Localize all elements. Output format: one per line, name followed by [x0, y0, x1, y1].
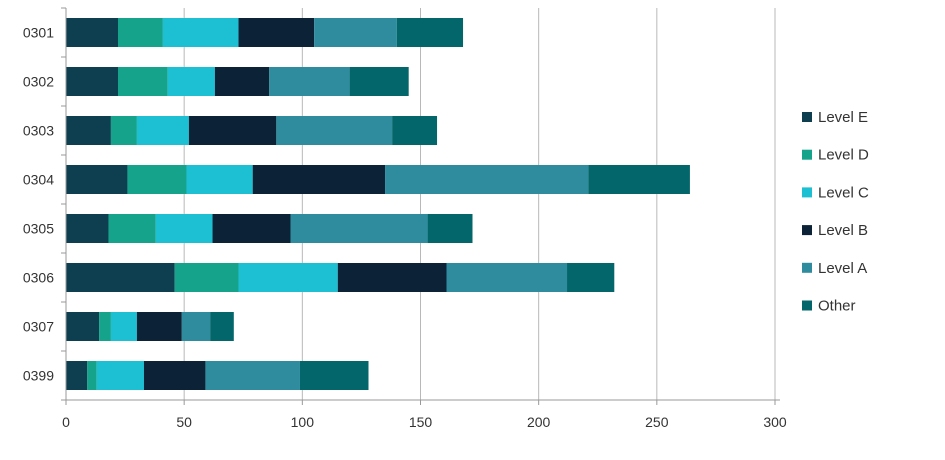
- x-tick-label: 300: [763, 414, 787, 430]
- y-tick-label: 0301: [23, 25, 54, 41]
- x-tick-label: 200: [527, 414, 551, 430]
- y-tick-label: 0399: [23, 368, 54, 384]
- bar-segment: [188, 116, 277, 145]
- bar-segment: [66, 312, 100, 341]
- bar-segment: [314, 18, 397, 47]
- bar-segment: [66, 214, 109, 243]
- bar-segment: [446, 263, 568, 292]
- bar-segment: [252, 165, 386, 194]
- y-axis-ticks: 0301 0302 0303 0304 0305 0306 0307 0399: [23, 7, 66, 401]
- bar-segment: [117, 67, 168, 96]
- bar-segment: [238, 263, 338, 292]
- legend-swatch: [802, 262, 812, 273]
- y-tick-label: 0302: [23, 74, 54, 90]
- legend-label: Level B: [818, 222, 868, 239]
- bar-segment: [276, 116, 393, 145]
- bar-segment: [87, 361, 97, 390]
- bar-segment: [66, 361, 88, 390]
- bar-segment: [205, 361, 300, 390]
- bar-segment: [117, 18, 163, 47]
- bar-segment: [210, 312, 234, 341]
- bar-segment: [66, 116, 111, 145]
- legend-swatch: [802, 225, 812, 236]
- legend-swatch: [802, 149, 812, 160]
- y-tick-label: 0304: [23, 172, 54, 188]
- bar-segment: [167, 67, 215, 96]
- bar-segment: [127, 165, 187, 194]
- gridlines: [183, 8, 776, 400]
- bar-segment: [392, 116, 438, 145]
- bar-segment: [110, 312, 137, 341]
- legend-label: Level D: [818, 147, 869, 164]
- legend-label: Level C: [818, 184, 869, 201]
- bar-segment: [238, 18, 315, 47]
- bar-segment: [567, 263, 615, 292]
- x-tick-label: 100: [291, 414, 315, 430]
- bar-segment: [66, 18, 118, 47]
- axes: [65, 8, 780, 401]
- legend-label: Other: [818, 298, 856, 315]
- bar-segment: [349, 67, 409, 96]
- y-tick-label: 0303: [23, 123, 54, 139]
- y-tick-label: 0305: [23, 221, 54, 237]
- bar-segment: [110, 116, 137, 145]
- bar-segment: [385, 165, 589, 194]
- bar-segment: [136, 116, 189, 145]
- bar-segment: [136, 312, 182, 341]
- x-axis-ticks: 0 50 100 150 200 250 300: [62, 400, 787, 430]
- bar-segment: [66, 67, 118, 96]
- bars: [66, 18, 690, 390]
- bar-segment: [290, 214, 428, 243]
- legend-label: Level A: [818, 260, 867, 277]
- bar-segment: [162, 18, 239, 47]
- legend-swatch: [802, 300, 812, 311]
- y-tick-label: 0307: [23, 319, 54, 335]
- x-tick-label: 150: [409, 414, 433, 430]
- bar-segment: [186, 165, 253, 194]
- y-tick-label: 0306: [23, 270, 54, 286]
- bar-segment: [214, 67, 270, 96]
- bar-segment: [174, 263, 239, 292]
- bar-segment: [99, 312, 111, 341]
- bar-segment: [66, 165, 128, 194]
- legend-label: Level E: [818, 109, 868, 126]
- x-tick-label: 0: [62, 414, 70, 430]
- bar-segment: [396, 18, 464, 47]
- bar-segment: [427, 214, 473, 243]
- x-tick-label: 50: [176, 414, 192, 430]
- bar-segment: [299, 361, 369, 390]
- legend: Level E Level D Level C Level B Level A Other: [802, 109, 869, 315]
- legend-swatch: [802, 112, 812, 122]
- x-tick-label: 250: [645, 414, 669, 430]
- bar-segment: [96, 361, 144, 390]
- bar-segment: [143, 361, 206, 390]
- bar-segment: [269, 67, 350, 96]
- bar-segment: [155, 214, 213, 243]
- bar-segment: [108, 214, 156, 243]
- bar-segment: [337, 263, 447, 292]
- legend-swatch: [802, 187, 812, 198]
- bar-segment: [181, 312, 211, 341]
- bar-segment: [588, 165, 690, 194]
- bar-segment: [212, 214, 291, 243]
- bar-segment: [66, 263, 175, 292]
